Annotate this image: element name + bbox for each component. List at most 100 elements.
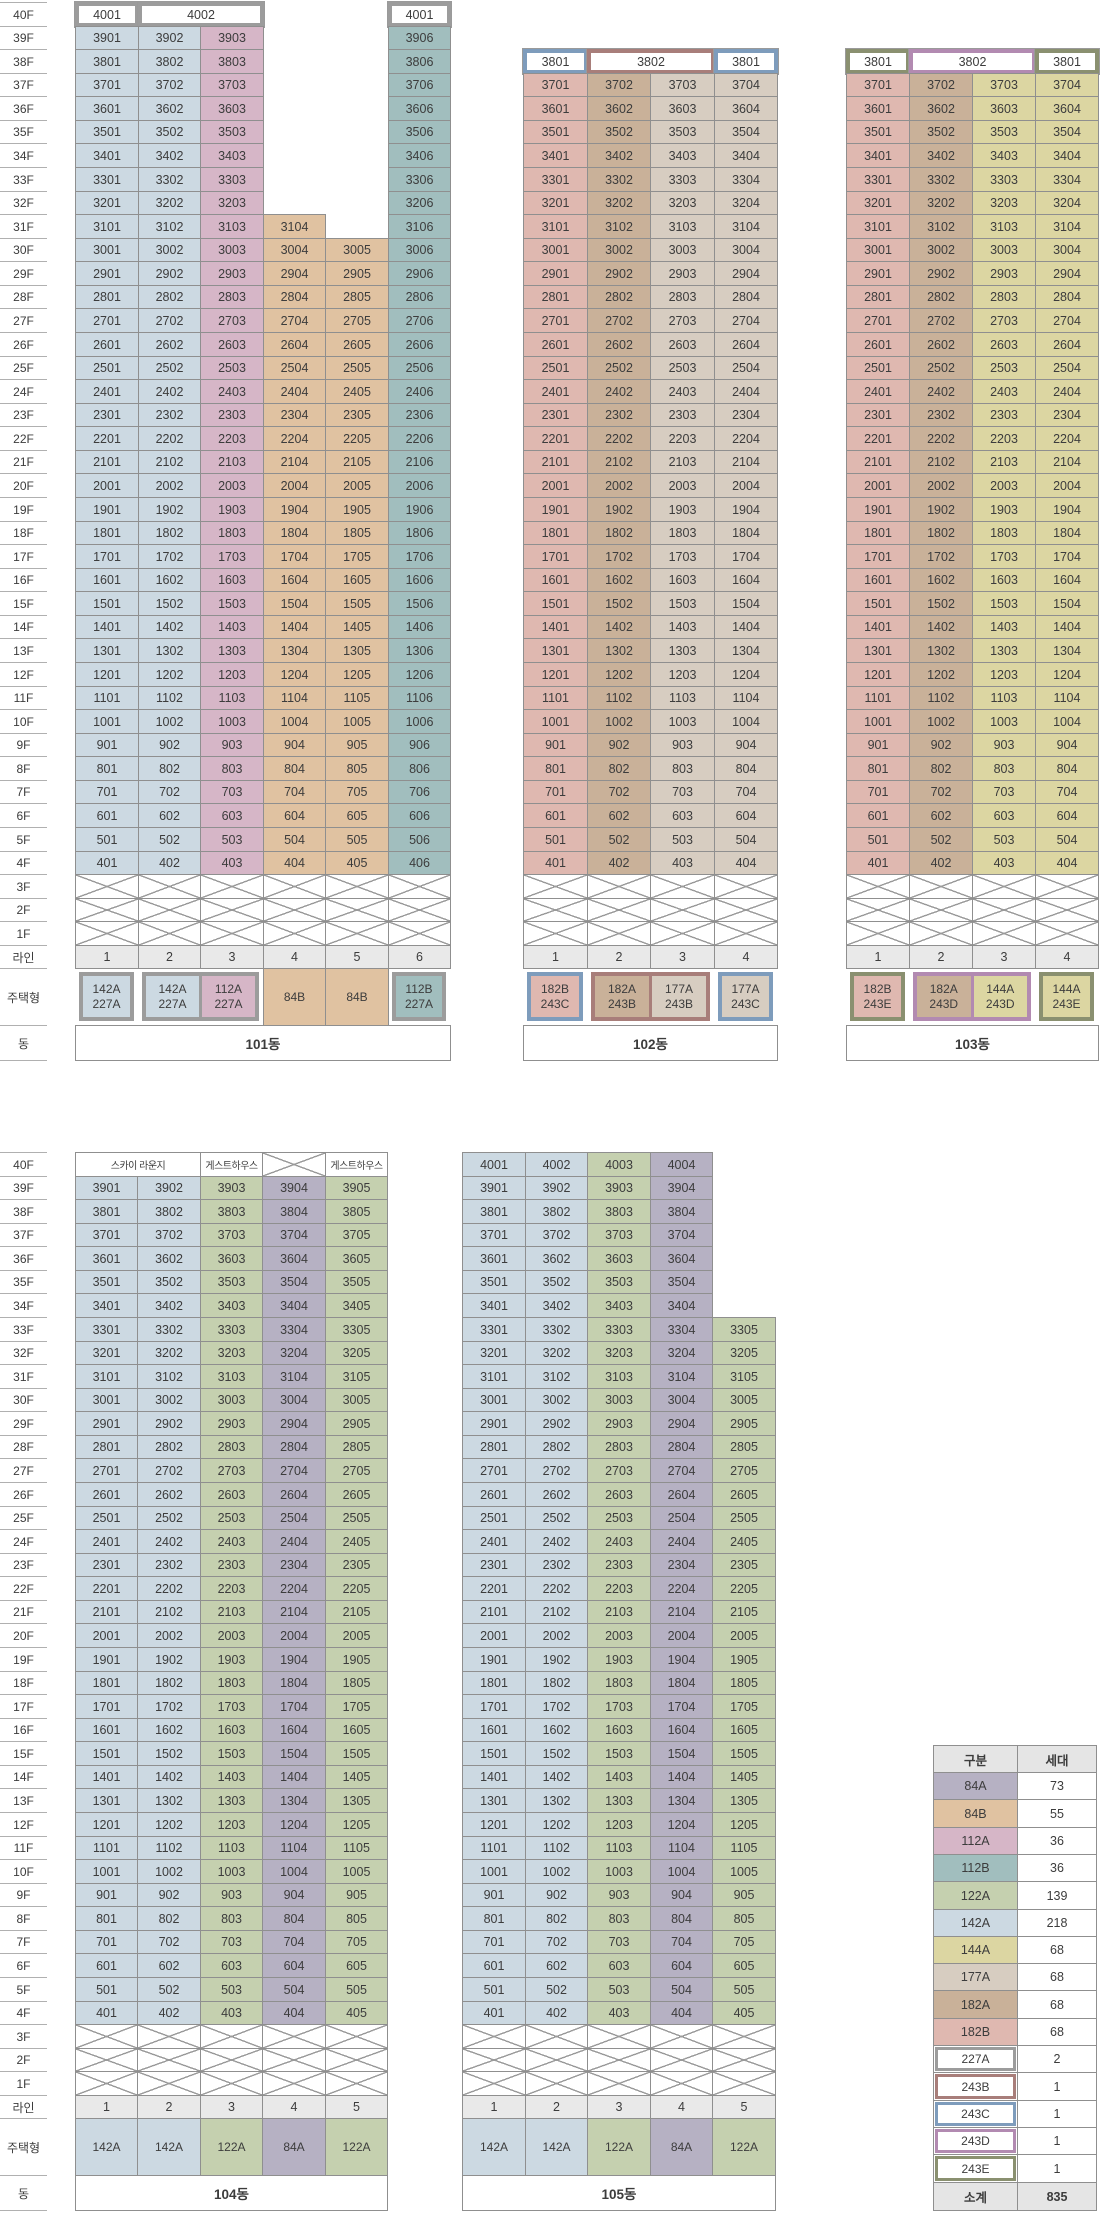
unit-cell: 402	[587, 851, 651, 875]
unit-cell: 1604	[650, 1718, 713, 1742]
unit-cell: 1404	[714, 615, 778, 639]
unit-cell: 1003	[650, 709, 715, 734]
unit-cell: 1502	[525, 1741, 588, 1766]
housing-type-group: 182B 243C	[527, 972, 583, 1021]
unit-cell: 1704	[263, 544, 326, 569]
unit-cell: 1502	[587, 591, 651, 616]
housing-type-cell: 84B	[325, 968, 389, 1026]
unit-cell: 2905	[325, 1411, 388, 1436]
unit-cell: 1806	[388, 521, 451, 545]
line-number-cell: 1	[846, 945, 910, 969]
unit-cell: 3905	[325, 1176, 388, 1200]
building-103동: 3801 3802 3801 3701 3601 3501 3401 3301 3201 3101…	[845, 2, 1100, 1061]
unit-cell: 3202	[525, 1341, 588, 1365]
unit-cell: 604	[714, 803, 778, 828]
unit-cell: 2803	[972, 285, 1036, 309]
unit-cell: 802	[909, 756, 973, 781]
unit-cell: 3103	[972, 214, 1036, 239]
unit-cell: 803	[587, 1906, 651, 1931]
summary-count-cell: 36	[1017, 1827, 1097, 1855]
unit-cell: 1102	[138, 686, 201, 710]
unit-cell: 905	[325, 733, 389, 757]
unit-cell: 1701	[846, 544, 910, 569]
unit-cell: 501	[75, 827, 139, 852]
unit-cell: 701	[462, 1930, 526, 1954]
unit-cell: 705	[325, 1930, 388, 1954]
summary-count-cell: 139	[1017, 1881, 1097, 1910]
unit-cell: 2703	[200, 1458, 263, 1483]
unit-cell: 1901	[75, 1647, 138, 1672]
unit-cell: 1101	[75, 686, 139, 710]
unit-cell: 1801	[75, 1671, 138, 1695]
building-row-label: 동	[0, 2176, 47, 2211]
unit-cell: 1303	[972, 638, 1036, 663]
floor-label: 38F	[0, 50, 47, 74]
unit-cell: 602	[909, 803, 973, 828]
unit-cell: 3502	[909, 120, 973, 144]
unit-cell: 1503	[972, 591, 1036, 616]
unit-cell: 1201	[75, 1812, 138, 1837]
unit-cell: 3804	[650, 1199, 713, 1224]
unit-cell: 3101	[75, 214, 139, 239]
unit-cell: 2403	[972, 379, 1036, 404]
closed-cell-icon	[262, 2071, 326, 2096]
housing-type-label: 112B	[405, 981, 433, 996]
floor-label: 24F	[0, 1530, 47, 1554]
unit-cell: 3702	[137, 1223, 201, 1247]
unit-cell: 703	[200, 780, 264, 804]
floor-label: 38F	[0, 1200, 47, 1224]
unit-cell: 1401	[75, 615, 139, 639]
unit-cell: 3306	[388, 167, 451, 192]
unit-cell: 3104	[262, 1364, 326, 1389]
floor-label: 32F	[0, 1342, 47, 1365]
summary-type-cell: 112B	[933, 1854, 1018, 1882]
unit-cell: 502	[525, 1977, 588, 2002]
summary-type-cell: 243C	[933, 2100, 1018, 2128]
unit-cell: 502	[909, 827, 973, 852]
amenity-cell: 스카이 라운지	[75, 1152, 201, 1177]
building-101동: 4001 4002 4001 3901 3801 3701 3601 3501 3401 3301…	[74, 1, 452, 1061]
closed-cell-icon	[325, 921, 389, 946]
unit-cell: 2804	[262, 1435, 326, 1459]
penthouse-cell: 3801	[845, 48, 911, 75]
unit-cell: 1004	[650, 1859, 713, 1884]
unit-cell: 1604	[714, 568, 778, 592]
unit-cell: 3704	[262, 1223, 326, 1247]
unit-cell: 504	[263, 827, 326, 852]
floor-label: 39F	[0, 1177, 47, 1200]
housing-type-label: 142A	[154, 2139, 184, 2154]
unit-cell: 2904	[1035, 261, 1099, 286]
line-number-cell: 5	[712, 2095, 776, 2119]
housing-type-cell: 142A	[462, 2118, 526, 2176]
unit-cell: 1402	[587, 615, 651, 639]
floor-label: 1F	[0, 922, 47, 946]
summary-count-cell: 1	[1017, 2072, 1097, 2101]
unit-cell: 1801	[846, 521, 910, 545]
unit-cell: 1003	[587, 1859, 651, 1884]
unit-cell: 2802	[138, 285, 201, 309]
unit-cell: 1504	[263, 591, 326, 616]
closed-cell-icon	[388, 921, 451, 946]
unit-cell: 3003	[587, 1388, 651, 1412]
unit-cell: 3303	[200, 1317, 263, 1342]
unit-cell: 3305	[712, 1317, 776, 1342]
unit-cell: 2504	[714, 356, 778, 380]
unit-cell: 1303	[200, 638, 264, 663]
housing-type-label: 243E	[1052, 996, 1081, 1011]
unit-cell: 1904	[650, 1647, 713, 1672]
unit-cell: 1104	[714, 686, 778, 710]
unit-cell: 904	[262, 1883, 326, 1907]
unit-cell: 1101	[523, 686, 588, 710]
unit-cell: 3304	[262, 1317, 326, 1342]
unit-cell: 3101	[523, 214, 588, 239]
unit-cell: 2102	[137, 1600, 201, 1624]
unit-cell: 2702	[587, 308, 651, 333]
unit-cell: 602	[138, 803, 201, 828]
unit-cell: 2002	[909, 473, 973, 498]
closed-cell-icon	[200, 2071, 263, 2096]
unit-cell: 1004	[714, 709, 778, 734]
unit-cell: 2304	[714, 403, 778, 427]
line-number-cell: 3	[587, 2095, 651, 2119]
unit-cell: 1403	[972, 615, 1036, 639]
unit-cell: 3203	[200, 191, 264, 215]
